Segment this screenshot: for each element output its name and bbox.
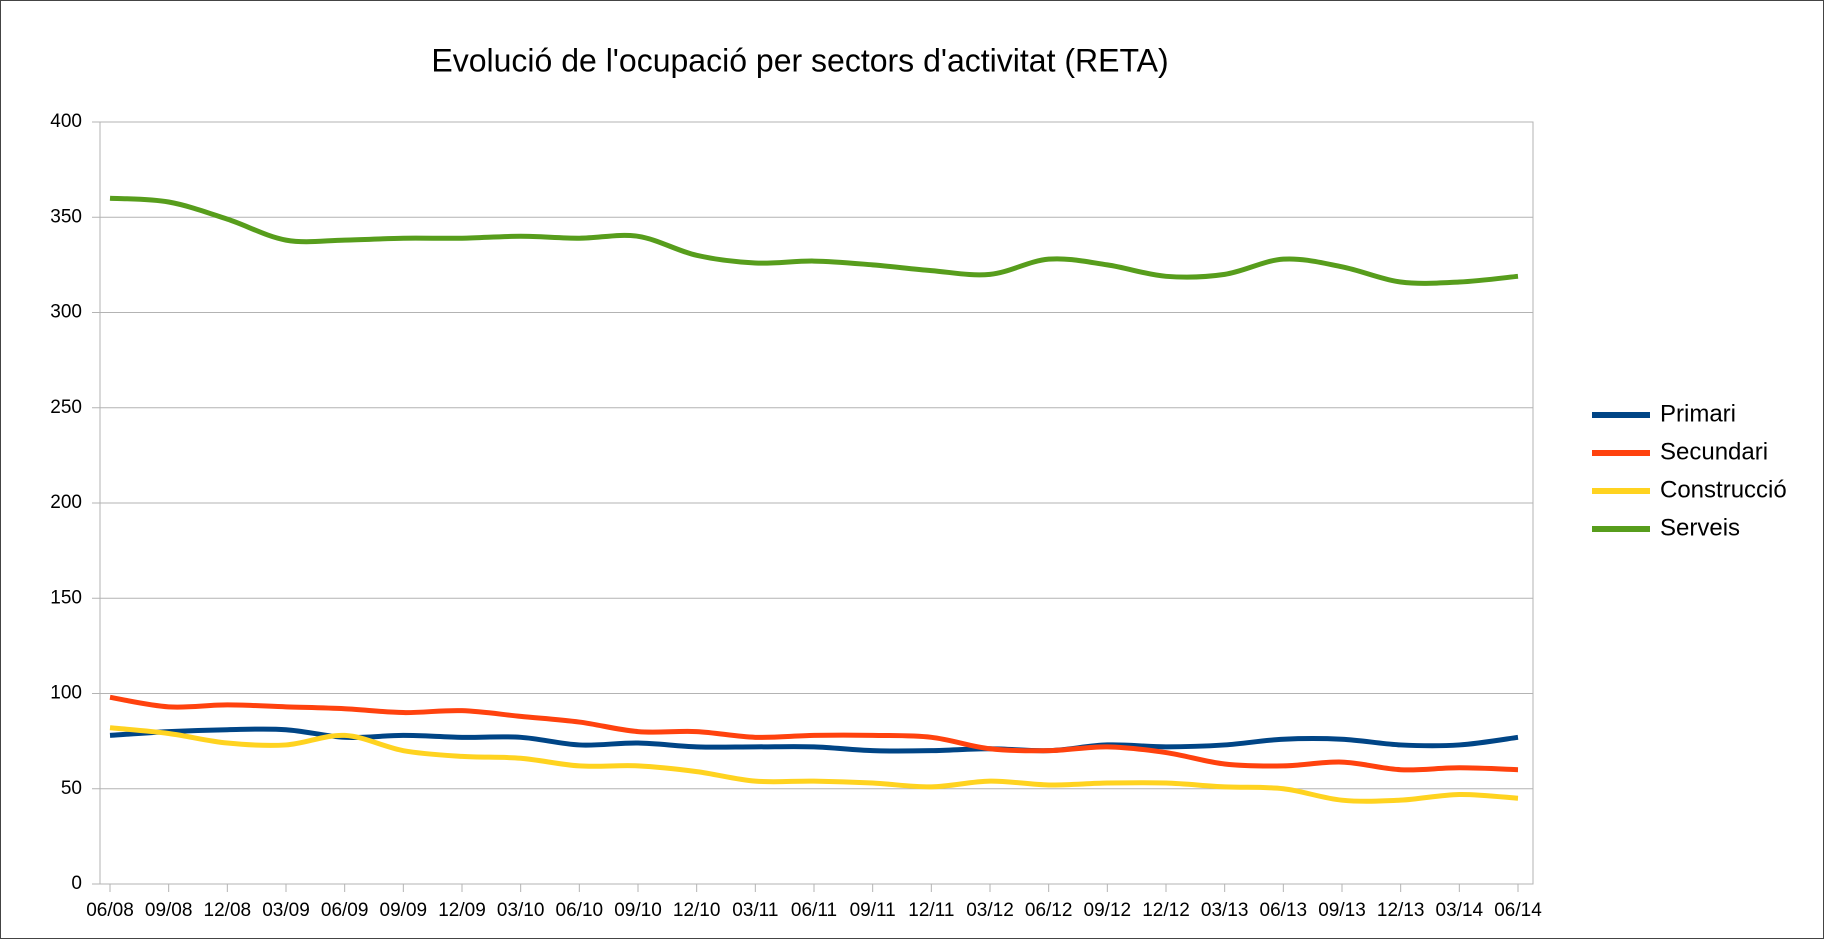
x-tick-label: 12/12 [1142, 900, 1190, 921]
x-tick-label: 09/08 [145, 900, 193, 921]
legend-label: Primari [1660, 400, 1736, 427]
x-tick-label: 06/10 [556, 900, 604, 921]
legend-label: Secundari [1660, 438, 1768, 465]
x-tick-label: 06/13 [1260, 900, 1308, 921]
x-tick-label: 03/13 [1201, 900, 1249, 921]
x-tick-label: 03/09 [262, 900, 310, 921]
x-tick-label: 09/09 [380, 900, 428, 921]
y-tick-label: 300 [50, 302, 82, 323]
legend-label: Construcció [1660, 476, 1787, 503]
x-tick-label: 06/09 [321, 900, 369, 921]
series-line [109, 195, 1519, 286]
x-tick-label: 12/08 [204, 900, 252, 921]
x-tick-label: 09/10 [614, 900, 662, 921]
x-tick-label: 09/12 [1084, 900, 1132, 921]
x-tick-label: 12/10 [673, 900, 721, 921]
x-tick-label: 09/13 [1318, 900, 1366, 921]
x-tick-label: 03/10 [497, 900, 545, 921]
y-tick-label: 150 [50, 587, 82, 608]
y-tick-label: 50 [61, 778, 82, 799]
x-tick-label: 06/08 [86, 900, 134, 921]
legend-label: Serveis [1660, 514, 1740, 541]
x-tick-label: 12/13 [1377, 900, 1425, 921]
x-tick-label: 12/09 [438, 900, 486, 921]
x-tick-label: 03/12 [966, 900, 1014, 921]
y-tick-label: 250 [50, 397, 82, 418]
x-tick-label: 06/12 [1025, 900, 1073, 921]
x-tick-label: 12/11 [908, 900, 954, 921]
x-tick-label: 06/14 [1494, 900, 1542, 921]
plot-border [99, 121, 1534, 885]
y-tick-label: 400 [50, 111, 82, 132]
y-tick-label: 100 [50, 683, 82, 704]
y-tick-label: 0 [71, 873, 82, 894]
x-tick-label: 09/11 [850, 900, 896, 921]
y-tick-label: 200 [50, 492, 82, 513]
series-line [109, 725, 1519, 804]
x-tick-label: 06/11 [791, 900, 837, 921]
x-tick-label: 03/11 [732, 900, 778, 921]
x-tick-label: 03/14 [1436, 900, 1484, 921]
chart-title: Evolució de l'ocupació per sectors d'act… [431, 42, 1168, 78]
y-tick-label: 350 [50, 206, 82, 227]
series-line [109, 694, 1519, 773]
